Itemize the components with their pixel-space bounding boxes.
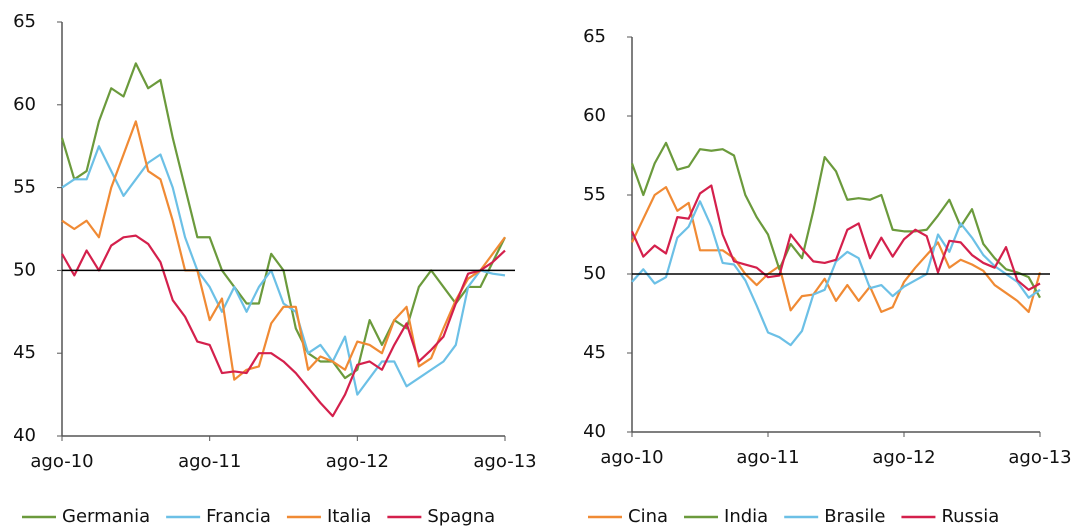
series-line — [631, 200, 1041, 347]
y-tick-label: 55 — [13, 177, 36, 198]
y-tick-label: 65 — [583, 26, 606, 47]
x-tick-label: ago-11 — [178, 451, 241, 472]
y-tick-label: 65 — [13, 11, 36, 32]
series-line — [61, 145, 506, 396]
series-line — [61, 120, 506, 381]
series-line — [630, 184, 1041, 291]
legend-label: Russia — [941, 506, 999, 527]
x-tick-label: ago-13 — [1008, 447, 1071, 468]
legend-label: Francia — [206, 506, 271, 527]
legend-label: Cina — [628, 506, 668, 527]
legend-label: Spagna — [427, 506, 495, 527]
y-tick-label: 50 — [583, 263, 606, 284]
y-tick-label: 55 — [583, 184, 606, 205]
y-tick-label: 45 — [583, 342, 606, 363]
series-line — [630, 141, 1041, 299]
y-tick-label: 50 — [13, 259, 36, 280]
series-line — [631, 186, 1042, 314]
legend-label: India — [724, 506, 768, 527]
x-tick-label: ago-12 — [326, 451, 389, 472]
x-tick-label: ago-12 — [872, 447, 935, 468]
x-tick-label: ago-13 — [473, 451, 536, 472]
y-tick-label: 40 — [583, 421, 606, 442]
legend-label: Italia — [327, 506, 371, 527]
x-tick-label: ago-10 — [600, 447, 663, 468]
y-tick-label: 40 — [13, 425, 36, 446]
legend-label: Germania — [62, 506, 150, 527]
series-line — [61, 234, 506, 418]
x-tick-label: ago-10 — [30, 451, 93, 472]
legend-label: Brasile — [824, 506, 885, 527]
y-tick-label: 60 — [13, 94, 36, 115]
y-tick-label: 45 — [13, 342, 36, 363]
y-tick-label: 60 — [583, 105, 606, 126]
x-tick-label: ago-11 — [736, 447, 799, 468]
series-line — [60, 62, 506, 380]
